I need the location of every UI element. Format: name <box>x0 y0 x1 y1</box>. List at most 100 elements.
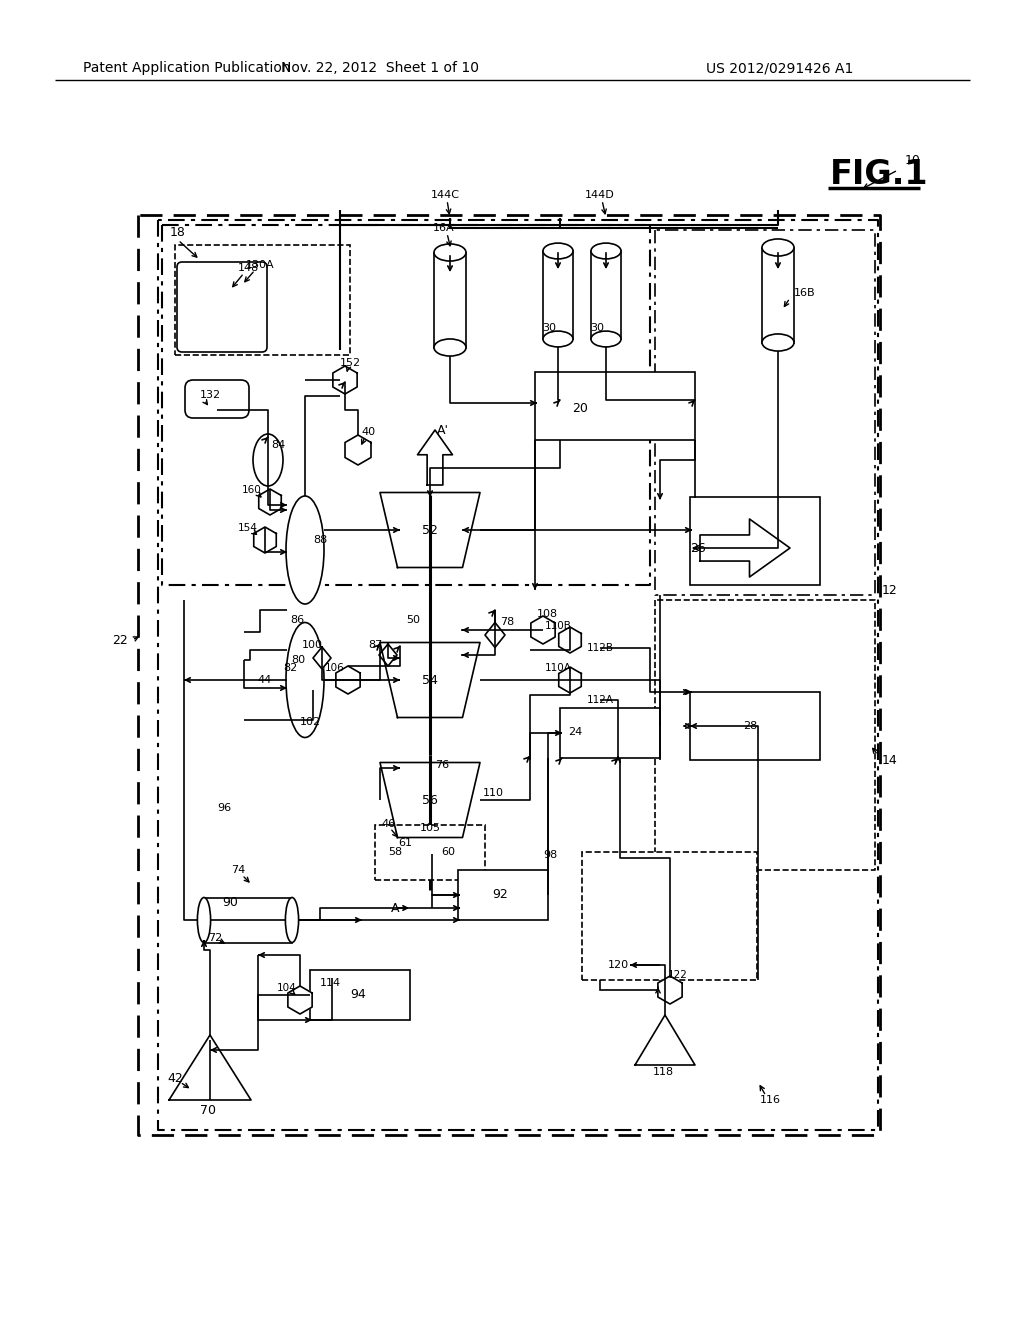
Text: 40: 40 <box>360 426 375 437</box>
Text: 110B: 110B <box>545 620 571 631</box>
Text: 116: 116 <box>760 1096 780 1105</box>
Text: Patent Application Publication: Patent Application Publication <box>83 61 291 75</box>
Bar <box>560 708 660 758</box>
Text: Nov. 22, 2012  Sheet 1 of 10: Nov. 22, 2012 Sheet 1 of 10 <box>281 61 479 75</box>
Text: A: A <box>391 902 399 915</box>
Text: 52: 52 <box>422 524 438 536</box>
Text: 18: 18 <box>170 226 186 239</box>
Text: 78: 78 <box>500 616 514 627</box>
Ellipse shape <box>591 243 621 259</box>
Bar <box>535 372 695 440</box>
Bar <box>762 248 794 342</box>
Text: 118: 118 <box>652 1067 674 1077</box>
Text: 105: 105 <box>420 822 440 833</box>
Text: 46: 46 <box>381 818 395 829</box>
Text: 12: 12 <box>882 583 898 597</box>
Text: 16A: 16A <box>433 223 455 234</box>
Ellipse shape <box>762 334 794 351</box>
Text: 148: 148 <box>238 263 259 273</box>
Bar <box>690 692 820 760</box>
Ellipse shape <box>762 239 794 256</box>
Text: 112A: 112A <box>587 696 613 705</box>
Bar <box>375 825 485 880</box>
Ellipse shape <box>253 434 283 486</box>
Polygon shape <box>380 763 480 837</box>
Polygon shape <box>530 616 555 644</box>
Text: 16B: 16B <box>794 288 816 298</box>
Text: 110: 110 <box>482 788 504 799</box>
Polygon shape <box>313 647 331 669</box>
Text: 108: 108 <box>537 609 557 619</box>
Bar <box>204 898 292 942</box>
Text: 104: 104 <box>278 983 297 993</box>
Bar <box>591 251 621 339</box>
Polygon shape <box>333 366 357 393</box>
Bar <box>458 870 548 920</box>
Text: 58: 58 <box>388 847 402 857</box>
Polygon shape <box>380 492 480 568</box>
Bar <box>432 838 474 870</box>
Polygon shape <box>559 667 582 693</box>
FancyBboxPatch shape <box>185 380 249 418</box>
Text: 154: 154 <box>238 523 258 533</box>
Text: 60: 60 <box>441 847 455 857</box>
Ellipse shape <box>286 898 299 942</box>
Text: 144D: 144D <box>585 190 614 201</box>
Bar <box>543 251 573 339</box>
Text: 120: 120 <box>608 960 629 970</box>
Text: 98: 98 <box>543 850 557 861</box>
Text: 86: 86 <box>290 615 304 624</box>
Ellipse shape <box>591 331 621 347</box>
Ellipse shape <box>434 339 466 356</box>
Text: 14: 14 <box>882 754 898 767</box>
Polygon shape <box>418 430 453 484</box>
Text: 152: 152 <box>339 358 360 368</box>
Text: FIG.1: FIG.1 <box>830 158 929 191</box>
Text: 84: 84 <box>271 440 285 450</box>
Text: 102: 102 <box>299 717 321 727</box>
Text: 74: 74 <box>230 865 245 875</box>
Polygon shape <box>259 488 282 515</box>
Polygon shape <box>559 627 582 653</box>
Polygon shape <box>336 667 360 694</box>
Polygon shape <box>288 986 312 1014</box>
Text: 30: 30 <box>542 323 556 333</box>
Ellipse shape <box>434 244 466 261</box>
Text: 96: 96 <box>217 803 231 813</box>
Polygon shape <box>379 644 397 667</box>
Polygon shape <box>657 975 682 1005</box>
Text: 88: 88 <box>313 535 327 545</box>
Text: 22: 22 <box>113 634 128 647</box>
Text: 30: 30 <box>590 323 604 333</box>
Ellipse shape <box>286 496 324 605</box>
Text: 70: 70 <box>200 1104 216 1117</box>
Text: 112B: 112B <box>587 643 613 653</box>
Bar <box>175 246 350 355</box>
Polygon shape <box>700 519 790 577</box>
Text: 100: 100 <box>301 640 323 649</box>
Text: 92: 92 <box>493 888 508 902</box>
Text: 87: 87 <box>368 640 382 649</box>
Text: 144C: 144C <box>430 190 460 201</box>
Text: 24: 24 <box>568 727 583 737</box>
Text: 80: 80 <box>291 655 305 665</box>
Text: 90: 90 <box>222 896 238 909</box>
Ellipse shape <box>286 623 324 738</box>
Text: 106: 106 <box>326 663 345 673</box>
Bar <box>690 498 820 585</box>
Text: 114: 114 <box>319 978 341 987</box>
Text: 110A: 110A <box>545 663 571 673</box>
Ellipse shape <box>198 898 211 942</box>
Polygon shape <box>345 436 371 465</box>
Bar <box>582 851 757 979</box>
Text: 56: 56 <box>422 793 438 807</box>
Text: 26: 26 <box>690 541 706 554</box>
Polygon shape <box>254 527 276 553</box>
Text: 44: 44 <box>258 675 272 685</box>
Text: 130A: 130A <box>246 260 274 271</box>
Polygon shape <box>380 643 480 718</box>
Polygon shape <box>169 1035 251 1100</box>
Ellipse shape <box>543 331 573 347</box>
Polygon shape <box>485 623 505 648</box>
Text: 132: 132 <box>200 389 221 400</box>
